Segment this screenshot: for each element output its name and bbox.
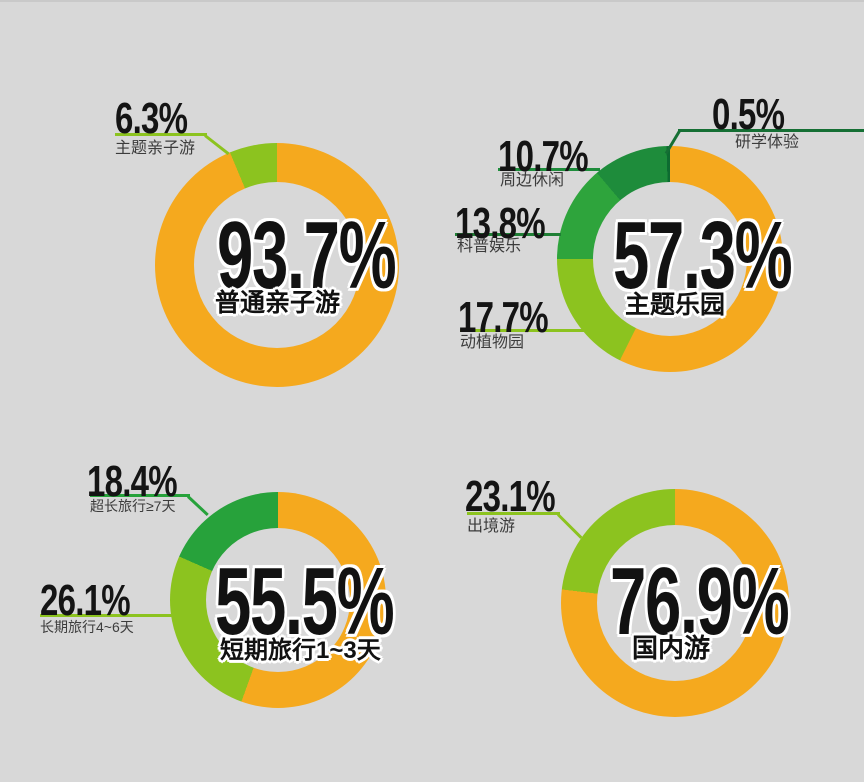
callout-value: 17.7% [458, 293, 549, 342]
center-value: 55.5% [215, 548, 395, 655]
center-label: 主题乐园 [625, 291, 726, 319]
callout-label: 出境游 [467, 518, 516, 535]
leader-line [455, 233, 561, 236]
leader-line [90, 494, 190, 497]
center-value: 93.7% [217, 202, 397, 309]
leader-line [556, 513, 583, 539]
callout-label: 科普娱乐 [457, 238, 522, 255]
leader-line [204, 134, 230, 156]
callout-value: 6.3% [115, 94, 188, 143]
callout-value: 10.7% [498, 132, 589, 181]
callout-value: 0.5% [712, 90, 785, 139]
donut-parent-child-type [155, 143, 399, 387]
callout-value: 26.1% [40, 576, 131, 625]
leader-line [678, 129, 864, 132]
callout-label: 动植物园 [460, 334, 525, 351]
donut-domestic-outbound [561, 489, 789, 717]
leader-line [40, 614, 172, 617]
leader-line [498, 168, 600, 171]
callout-value: 13.8% [455, 199, 546, 248]
callout-value: 23.1% [465, 472, 556, 521]
leader-line [186, 495, 209, 517]
center-label: 普通亲子游 [215, 289, 341, 317]
callout-label: 主题亲子游 [115, 140, 196, 157]
callout-label: 周边休闲 [500, 172, 565, 189]
callout-label: 长期旅行4~6天 [40, 619, 134, 635]
callout-label: 研学体验 [735, 134, 800, 151]
callout-value: 18.4% [87, 457, 178, 506]
callout-label: 超长旅行≥7天 [90, 498, 176, 514]
donut-theme-destination [557, 146, 783, 372]
center-value: 76.9% [610, 548, 790, 655]
leader-line [467, 512, 560, 515]
leader-line [460, 329, 584, 332]
center-label: 国内游 [632, 633, 711, 663]
center-value: 57.3% [613, 202, 793, 309]
center-label: 短期旅行1~3天 [220, 637, 381, 664]
donut-trip-duration [170, 492, 386, 708]
leader-line [115, 133, 207, 136]
